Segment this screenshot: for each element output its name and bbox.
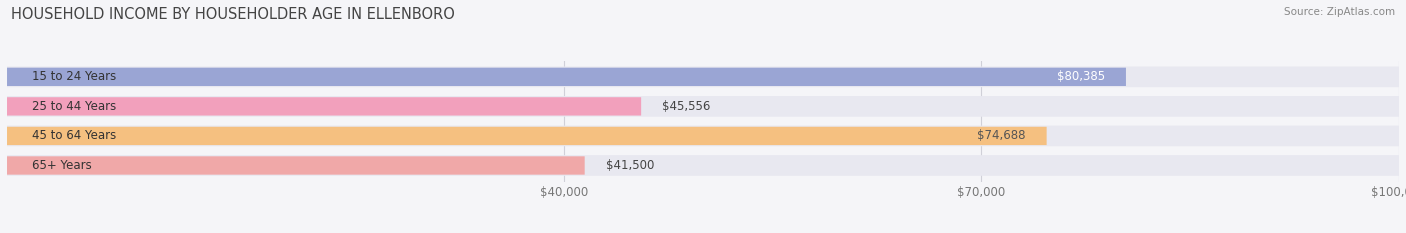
FancyBboxPatch shape	[7, 66, 1399, 87]
FancyBboxPatch shape	[7, 97, 641, 116]
Text: 25 to 44 Years: 25 to 44 Years	[32, 100, 117, 113]
FancyBboxPatch shape	[7, 155, 1399, 176]
FancyBboxPatch shape	[7, 126, 1399, 146]
FancyBboxPatch shape	[7, 96, 1399, 117]
Text: 15 to 24 Years: 15 to 24 Years	[32, 70, 117, 83]
Text: 45 to 64 Years: 45 to 64 Years	[32, 130, 117, 142]
Text: $41,500: $41,500	[606, 159, 654, 172]
Text: $80,385: $80,385	[1057, 70, 1105, 83]
Text: $74,688: $74,688	[977, 130, 1026, 142]
FancyBboxPatch shape	[7, 156, 585, 175]
Text: Source: ZipAtlas.com: Source: ZipAtlas.com	[1284, 7, 1395, 17]
Text: 65+ Years: 65+ Years	[32, 159, 91, 172]
FancyBboxPatch shape	[7, 68, 1126, 86]
Text: $45,556: $45,556	[662, 100, 710, 113]
FancyBboxPatch shape	[7, 127, 1046, 145]
Text: HOUSEHOLD INCOME BY HOUSEHOLDER AGE IN ELLENBORO: HOUSEHOLD INCOME BY HOUSEHOLDER AGE IN E…	[11, 7, 456, 22]
